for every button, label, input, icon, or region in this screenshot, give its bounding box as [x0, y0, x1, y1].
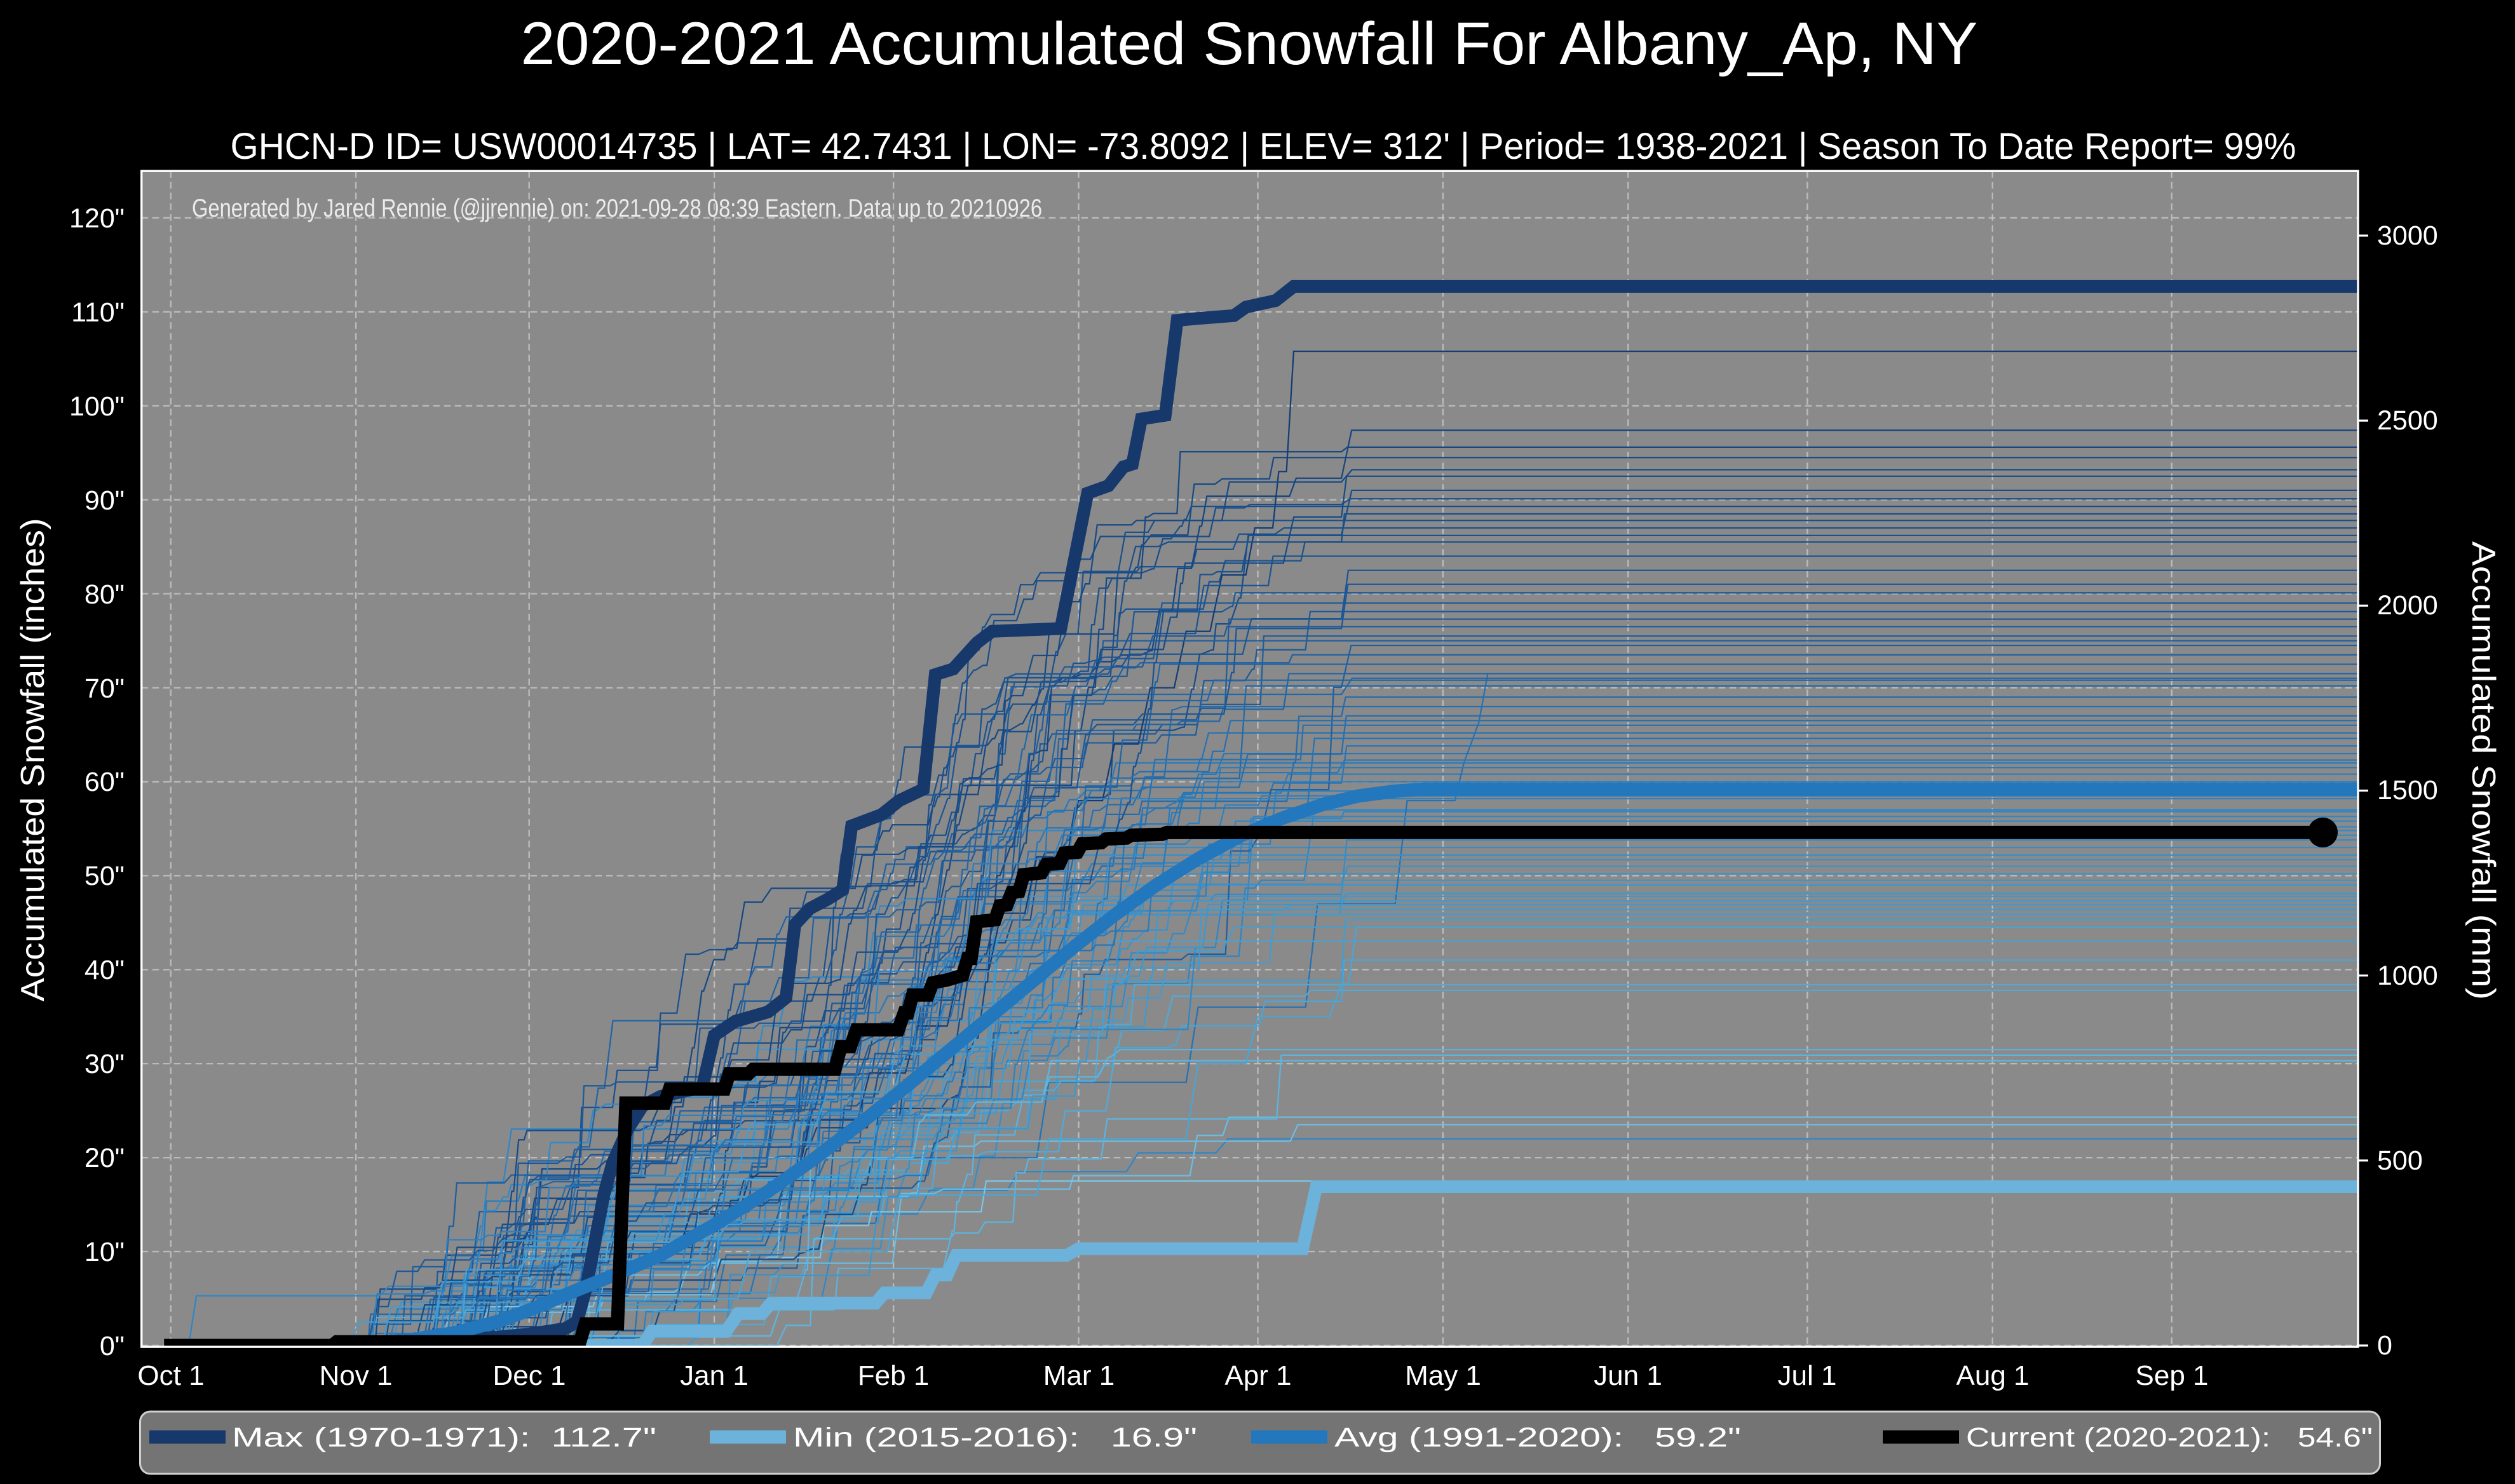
svg-text:500: 500	[2377, 1145, 2423, 1176]
svg-text:Jan 1: Jan 1	[680, 1360, 749, 1391]
svg-text:Accumulated Snowfall (mm): Accumulated Snowfall (mm)	[2465, 541, 2502, 1000]
svg-text:Max (1970-1971): 112.7": Max (1970-1971): 112.7"	[232, 1422, 656, 1453]
svg-text:30": 30"	[85, 1049, 125, 1079]
svg-text:40": 40"	[85, 955, 125, 985]
svg-text:Oct 1: Oct 1	[137, 1360, 204, 1391]
svg-text:3000: 3000	[2377, 220, 2438, 251]
svg-text:Jul 1: Jul 1	[1778, 1360, 1837, 1391]
svg-text:Mar 1: Mar 1	[1043, 1360, 1115, 1391]
svg-text:0: 0	[2377, 1330, 2392, 1361]
svg-text:Current (2020-2021): 54.6": Current (2020-2021): 54.6"	[1966, 1422, 2373, 1453]
svg-text:120": 120"	[69, 203, 125, 234]
svg-text:2020-2021 Accumulated Snowfall: 2020-2021 Accumulated Snowfall For Alban…	[521, 10, 1978, 78]
svg-text:2500: 2500	[2377, 405, 2438, 436]
svg-text:70": 70"	[85, 673, 125, 704]
svg-text:0": 0"	[100, 1331, 125, 1361]
svg-text:60": 60"	[85, 767, 125, 797]
svg-text:Apr 1: Apr 1	[1224, 1360, 1291, 1391]
svg-text:Avg (1991-2020): 59.2": Avg (1991-2020): 59.2"	[1334, 1422, 1741, 1453]
svg-text:Accumulated Snowfall (inches): Accumulated Snowfall (inches)	[15, 518, 51, 1002]
svg-text:10": 10"	[85, 1237, 125, 1267]
svg-text:50": 50"	[85, 861, 125, 891]
svg-text:Feb 1: Feb 1	[858, 1360, 930, 1391]
svg-text:Generated by Jared Rennie (@jj: Generated by Jared Rennie (@jjrennie) on…	[192, 194, 1042, 222]
svg-text:1500: 1500	[2377, 775, 2438, 806]
svg-text:110": 110"	[71, 297, 125, 328]
svg-text:Min (2015-2016): 16.9": Min (2015-2016): 16.9"	[793, 1422, 1197, 1453]
svg-text:100": 100"	[69, 391, 125, 422]
svg-text:May 1: May 1	[1405, 1360, 1481, 1391]
svg-text:Sep 1: Sep 1	[2136, 1360, 2209, 1391]
svg-text:80": 80"	[85, 579, 125, 610]
svg-text:1000: 1000	[2377, 961, 2438, 991]
svg-text:2000: 2000	[2377, 590, 2438, 621]
svg-text:GHCN-D ID= USW00014735 | LAT=: GHCN-D ID= USW00014735 | LAT= 42.7431 | …	[231, 126, 2296, 167]
svg-text:Nov 1: Nov 1	[320, 1360, 393, 1391]
svg-text:Dec 1: Dec 1	[493, 1360, 566, 1391]
svg-text:20": 20"	[85, 1143, 125, 1173]
svg-text:Aug 1: Aug 1	[1956, 1360, 2030, 1391]
svg-text:Jun 1: Jun 1	[1594, 1360, 1662, 1391]
svg-text:90": 90"	[85, 485, 125, 516]
